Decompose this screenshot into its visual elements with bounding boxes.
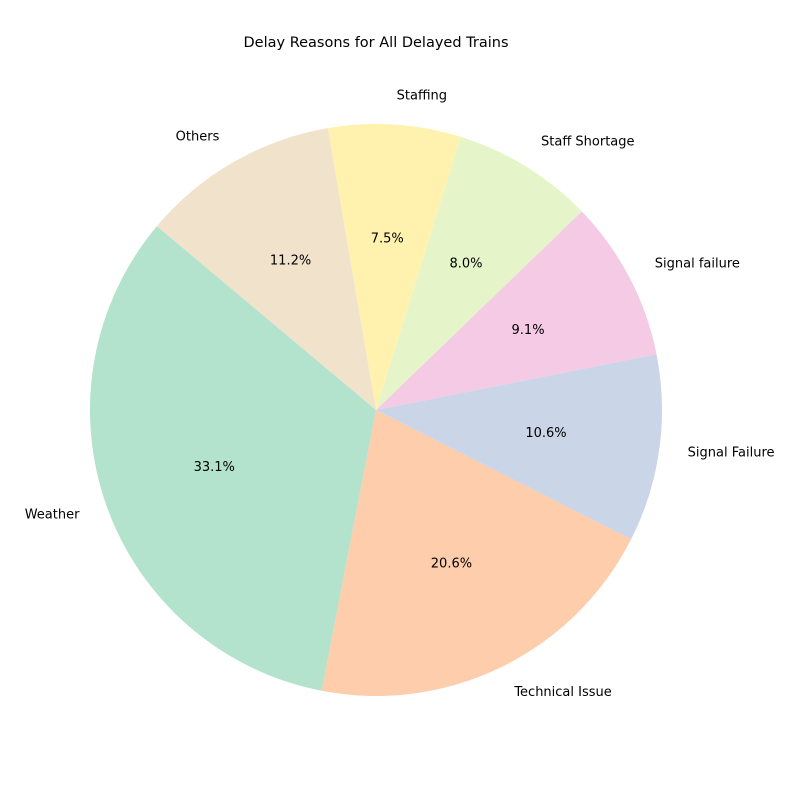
pie-slices: [90, 124, 662, 696]
slice-percent-others-6: 11.2%: [270, 254, 311, 269]
slice-label-technical-issue-1: Technical Issue: [513, 685, 611, 700]
slice-percent-signal-failure-2: 10.6%: [525, 426, 566, 441]
pie-slice-staffing-5: [327, 124, 461, 410]
pie-slice-technical-issue-1: [321, 410, 632, 696]
slice-label-staff-shortage-4: Staff Shortage: [541, 135, 635, 150]
pie-slice-signal-failure-3: [376, 211, 657, 410]
slice-label-others-6: Others: [176, 130, 220, 145]
pie-slice-weather-0: [90, 226, 377, 691]
slice-percent-technical-issue-1: 20.6%: [431, 557, 472, 572]
slice-label-weather-0: Weather: [25, 508, 80, 523]
slice-percent-signal-failure-3: 9.1%: [512, 323, 545, 338]
slice-label-signal-failure-2: Signal Failure: [688, 445, 775, 460]
slice-label-signal-failure-3: Signal failure: [655, 257, 740, 272]
pie-slice-others-6: [156, 128, 376, 410]
pie-slice-staff-shortage-4: [376, 136, 582, 411]
pie-labels: Weather 33.1% Technical Issue 20.6% Signal F…: [25, 89, 775, 700]
chart-title: Delay Reasons for All Delayed Trains: [244, 35, 509, 51]
slice-label-staffing-5: Staffing: [397, 89, 447, 104]
slice-percent-weather-0: 33.1%: [194, 460, 235, 475]
pie-slice-signal-failure-2: [376, 354, 662, 540]
slice-percent-staff-shortage-4: 8.0%: [449, 256, 482, 271]
slice-percent-staffing-5: 7.5%: [371, 231, 404, 246]
